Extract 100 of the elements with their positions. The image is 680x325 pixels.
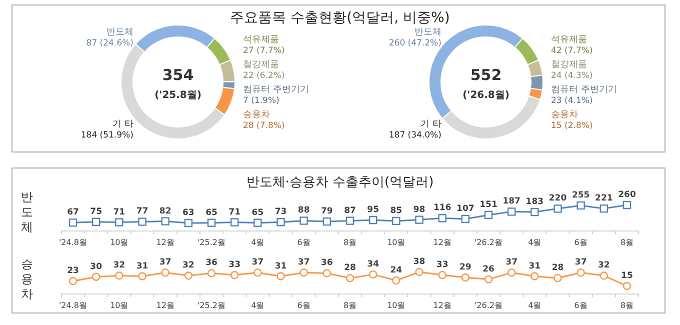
point — [68, 277, 78, 286]
x-tick-label: 10월 — [387, 238, 406, 247]
point — [368, 270, 378, 279]
point — [461, 214, 470, 224]
data-label: 87 — [344, 206, 356, 216]
x-tick-label: 6월 — [574, 238, 588, 247]
data-label: 24 — [390, 266, 402, 276]
x-tick-label: '24.8월 — [58, 301, 88, 310]
point — [600, 272, 608, 280]
data-label: 33 — [228, 260, 241, 270]
data-label: 36 — [206, 258, 218, 268]
slice-label: 석유제품 — [551, 35, 587, 45]
data-label: 31 — [528, 261, 541, 272]
data-label: 151 — [480, 200, 498, 210]
data-label: 31 — [274, 261, 287, 272]
data-label: 116 — [433, 203, 452, 214]
data-label: 32 — [182, 260, 194, 271]
x-tick-label: 10월 — [387, 301, 406, 310]
point — [322, 269, 332, 278]
data-label: 28 — [344, 263, 356, 274]
point — [346, 274, 354, 282]
data-label: 27 (7.7%) — [243, 46, 285, 56]
data-label: 37 — [298, 258, 310, 268]
x-tick-label: 10월 — [110, 301, 128, 310]
y-axis-title: 반도체 — [21, 190, 33, 234]
slice-label: 승용차 — [243, 110, 270, 120]
x-tick-label: 12월 — [156, 238, 174, 247]
slice-label: 반도체 — [414, 27, 442, 38]
x-tick-label: 10월 — [110, 238, 128, 247]
data-label: 34 — [367, 259, 380, 270]
point — [461, 273, 470, 282]
x-tick-label: 8월 — [343, 301, 357, 310]
data-label: 15 (2.8%) — [551, 121, 593, 131]
data-label: 260 — [618, 190, 636, 200]
data-label: 30 — [90, 262, 102, 272]
data-label: 38 — [413, 257, 426, 267]
point — [230, 218, 239, 226]
data-label: 85 — [390, 206, 402, 216]
x-tick-label: 12월 — [433, 238, 452, 247]
x-tick-label: 8월 — [343, 238, 357, 247]
point — [415, 216, 424, 224]
point — [92, 272, 100, 281]
point — [115, 218, 124, 226]
point — [576, 201, 585, 210]
data-label: 95 — [367, 205, 380, 216]
x-tick-label: 4월 — [528, 301, 542, 310]
point — [184, 218, 193, 228]
data-label: 221 — [595, 194, 613, 204]
y-axis-title: 승용차 — [21, 257, 33, 301]
data-label: 107 — [456, 204, 474, 214]
slice-label: 승용차 — [551, 110, 578, 120]
data-label: 220 — [548, 194, 567, 204]
x-tick-label: 8월 — [620, 238, 634, 247]
data-label: 32 — [113, 260, 126, 271]
point — [276, 218, 285, 226]
slice-label: 철강제품 — [551, 60, 587, 70]
point — [322, 217, 332, 226]
data-label: 79 — [320, 206, 333, 217]
text: 주요품목 수출현황(억달러, 비중%) — [230, 10, 450, 26]
point — [300, 268, 308, 277]
point — [254, 218, 262, 227]
chart-title: 반도체·승용차 수출추이(억달러) — [246, 175, 434, 190]
point — [138, 272, 146, 280]
point — [415, 268, 424, 276]
data-label: 260 (47.2%) — [388, 38, 442, 48]
point — [600, 204, 608, 213]
data-label: 23 (4.1%) — [551, 96, 593, 106]
x-tick-label: 6월 — [297, 301, 310, 310]
slice-label: 컴퓨터 주변기기 — [551, 85, 617, 95]
point — [484, 210, 493, 220]
data-label: 65 — [206, 208, 218, 218]
data-label: 187 (34.0%) — [388, 130, 442, 141]
data-label: 42 (7.7%) — [551, 46, 593, 56]
data-label: 77 — [136, 206, 148, 217]
x-tick-label: '25.2월 — [197, 238, 226, 247]
point — [438, 214, 446, 222]
data-label: 75 — [90, 206, 102, 217]
point — [254, 268, 262, 277]
point — [530, 208, 539, 216]
data-label: 29 — [459, 262, 472, 272]
point — [115, 272, 124, 280]
point — [507, 208, 516, 216]
slice-label: 컴퓨터 주변기기 — [243, 85, 309, 95]
slice-label: 기 타 — [112, 120, 134, 130]
point — [68, 218, 78, 227]
data-label: 71 — [228, 207, 241, 218]
data-label: 28 — [552, 263, 564, 274]
data-label: 24 (4.3%) — [551, 71, 593, 81]
x-tick-label: '26.2월 — [474, 238, 503, 247]
point — [300, 216, 308, 225]
point — [207, 218, 216, 227]
point — [92, 218, 100, 226]
data-label: 37 — [506, 258, 518, 268]
point — [530, 272, 539, 280]
data-label: 33 — [436, 260, 448, 270]
data-label: 88 — [298, 206, 310, 216]
data-label: 37 — [159, 258, 172, 268]
data-label: 36 — [320, 258, 333, 268]
data-label: 37 — [252, 258, 264, 268]
x-tick-label: '26.2월 — [474, 301, 503, 310]
